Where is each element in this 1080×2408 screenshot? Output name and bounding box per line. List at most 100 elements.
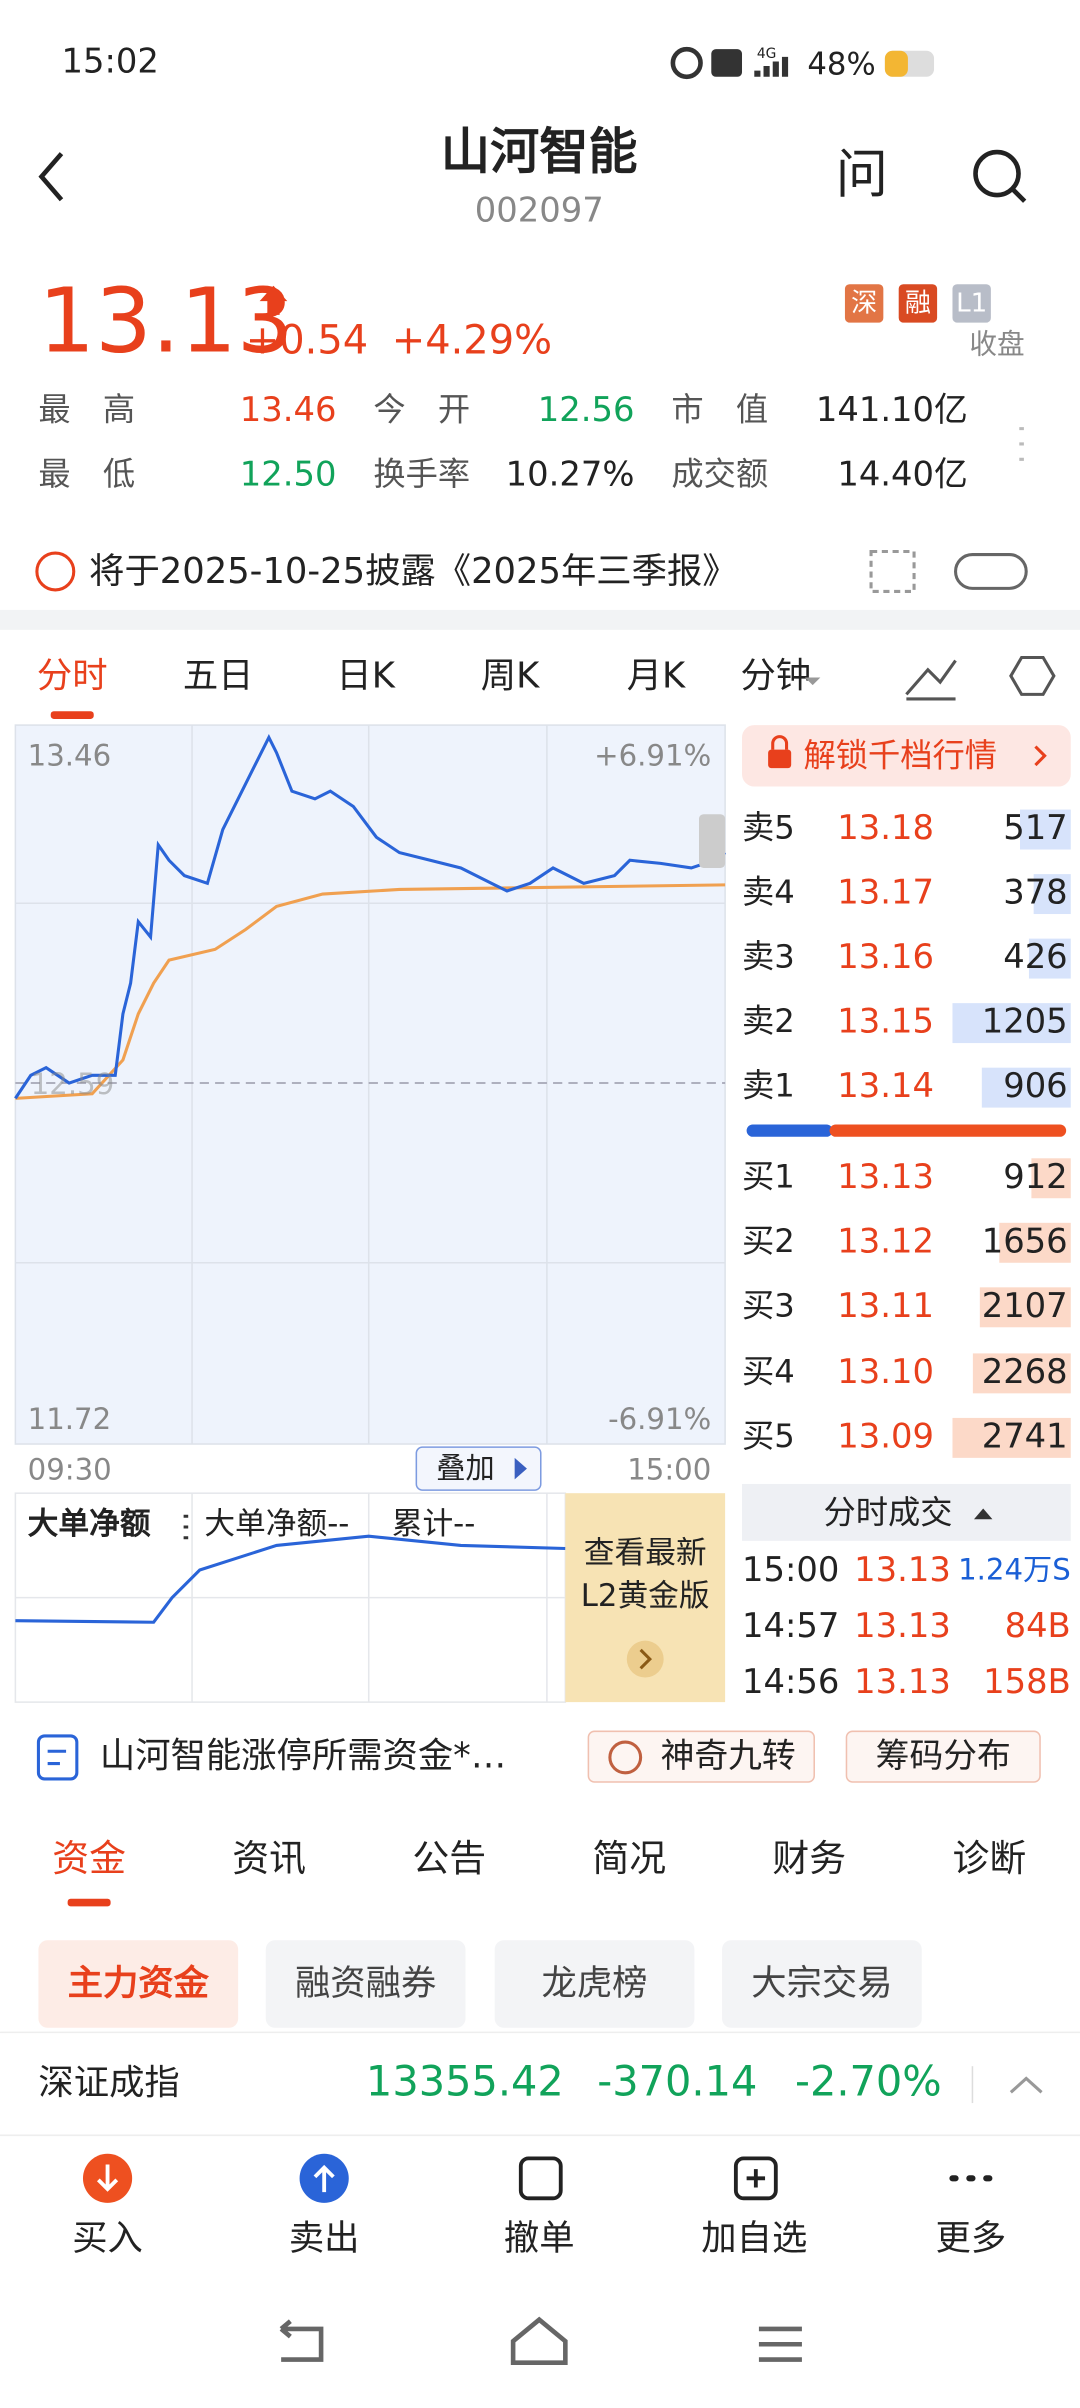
- overlay-arrow: [514, 1457, 527, 1480]
- hd-icon: [711, 49, 743, 77]
- chart-area: [14, 724, 726, 1445]
- page-indicator[interactable]: [954, 553, 1028, 590]
- action-bar: 买入 卖出 撤单 加自选 更多: [72, 2218, 1006, 2259]
- trade-time: 14:56: [742, 1662, 839, 1701]
- action-label[interactable]: 卖出: [289, 2218, 360, 2259]
- book-volume: 2107: [982, 1286, 1068, 1325]
- unlock-text[interactable]: 解锁千档行情: [803, 736, 997, 774]
- status-network: 4G: [757, 46, 777, 62]
- back-button[interactable]: [38, 152, 64, 202]
- chart-tab[interactable]: 分时: [37, 655, 108, 696]
- book-volume: 517: [1003, 808, 1067, 847]
- promo-arrow[interactable]: [626, 1640, 664, 1678]
- chart-handle[interactable]: [698, 814, 726, 868]
- action-label[interactable]: 买入: [72, 2218, 143, 2259]
- index-name[interactable]: 深证成指: [38, 2063, 179, 2104]
- index-value: 13355.42: [366, 2058, 564, 2106]
- section-tab[interactable]: 公告: [412, 1837, 486, 1880]
- overlay-label[interactable]: 叠加: [436, 1451, 494, 1485]
- ask-button[interactable]: 问: [836, 145, 888, 205]
- news-headline[interactable]: 山河智能涨停所需资金*…: [100, 1735, 506, 1776]
- chart-low-pct: -6.91%: [608, 1402, 711, 1436]
- chip[interactable]: [494, 1940, 695, 2028]
- chip-dist-button[interactable]: [845, 1730, 1041, 1783]
- nine-label[interactable]: 神奇九转: [661, 1736, 796, 1775]
- stat-value: 12.50: [240, 455, 337, 494]
- nav-menu[interactable]: [758, 2326, 802, 2362]
- search-button[interactable]: [973, 149, 1021, 198]
- up-arrow: [259, 285, 288, 315]
- tag-label: 深: [851, 289, 877, 319]
- market-state: 收盘: [969, 328, 1024, 361]
- chart-tabs: 分时 五日 日K 周K 月K 分钟: [37, 655, 811, 696]
- nine-icon: [608, 1740, 643, 1775]
- stock-code: 002097: [475, 190, 604, 229]
- section-tab[interactable]: 财务: [772, 1837, 846, 1880]
- flow-grid: [15, 1493, 566, 1703]
- volume-bar: [1033, 874, 1071, 915]
- buy-arrow: [96, 2164, 119, 2192]
- chart-low: 11.72: [28, 1402, 112, 1436]
- settings-icon[interactable]: [1009, 655, 1056, 696]
- notice-text[interactable]: 将于2025-10-25披露《2025年三季报》: [89, 551, 738, 592]
- volume-bar: [981, 1067, 1071, 1108]
- chart-prev-close: 12.59: [31, 1067, 115, 1101]
- chip[interactable]: [38, 1940, 239, 2028]
- chip-label[interactable]: 龙虎榜: [542, 1963, 648, 2004]
- section-tab[interactable]: 资金: [52, 1837, 126, 1880]
- book-label: 卖5: [742, 809, 795, 847]
- volume-bar: [972, 1353, 1071, 1394]
- book-price: 13.16: [837, 937, 934, 976]
- trades-header[interactable]: [742, 1483, 1071, 1541]
- book-label: 买2: [742, 1222, 795, 1260]
- action-label[interactable]: 加自选: [701, 2218, 807, 2259]
- chart-tab[interactable]: 日K: [336, 655, 395, 696]
- nav-home[interactable]: [510, 2316, 568, 2365]
- chip-label[interactable]: 融资融券: [295, 1963, 436, 2004]
- compare-icon[interactable]: [869, 549, 916, 593]
- trades-title[interactable]: 分时成交: [823, 1494, 952, 1532]
- cancel-icon[interactable]: [518, 2156, 563, 2201]
- section-tab[interactable]: 资讯: [232, 1837, 306, 1880]
- chart-high: 13.46: [28, 738, 112, 772]
- promo-line[interactable]: 查看最新: [584, 1535, 707, 1571]
- draw-icon[interactable]: [905, 659, 957, 701]
- section-tab[interactable]: 简况: [592, 1837, 666, 1880]
- stat-label: 换手率: [373, 455, 470, 493]
- chart-tab[interactable]: 周K: [481, 655, 540, 696]
- action-label[interactable]: 更多: [936, 2218, 1007, 2259]
- index-expand[interactable]: [1009, 2076, 1043, 2094]
- book-price: 13.12: [837, 1221, 934, 1260]
- action-label[interactable]: 撤单: [504, 2218, 575, 2259]
- tag-badge: [898, 284, 938, 323]
- stat-label: 市 值: [671, 391, 768, 429]
- chip-row: 主力资金 融资融券 龙虎榜 大宗交易: [38, 1940, 922, 2028]
- book-label: 买3: [742, 1286, 795, 1324]
- battery-level: [884, 50, 908, 77]
- unlock-banner[interactable]: [742, 725, 1071, 787]
- promo-line[interactable]: L2黄金版: [581, 1578, 710, 1614]
- chart-tab[interactable]: 分钟: [740, 655, 811, 696]
- chip-label[interactable]: 主力资金: [68, 1963, 210, 2004]
- price-change-pct: +4.29%: [392, 318, 552, 364]
- chip[interactable]: [722, 1940, 922, 2028]
- volume-bar: [1028, 938, 1071, 979]
- ratio-sell: [829, 1124, 1067, 1137]
- watch-icon[interactable]: [733, 2156, 778, 2201]
- chip[interactable]: [265, 1940, 466, 2028]
- trade-volume: 84B: [1005, 1606, 1071, 1645]
- overlay-button[interactable]: [415, 1446, 542, 1491]
- chip-dist-label[interactable]: 筹码分布: [876, 1736, 1011, 1775]
- tab-underline: [50, 711, 94, 719]
- book-price: 13.14: [837, 1066, 934, 1105]
- status-time: 15:02: [61, 41, 158, 80]
- search-handle: [1010, 187, 1027, 203]
- stat-value: 141.10亿: [816, 390, 968, 429]
- chart-tab[interactable]: 五日: [183, 655, 254, 696]
- chart-grid: [15, 725, 726, 1445]
- chart-tab[interactable]: 月K: [627, 655, 686, 696]
- nav-back[interactable]: [279, 2319, 324, 2362]
- nine-button[interactable]: [587, 1730, 815, 1783]
- chip-label[interactable]: 大宗交易: [751, 1963, 892, 2004]
- section-tab[interactable]: 诊断: [952, 1837, 1026, 1880]
